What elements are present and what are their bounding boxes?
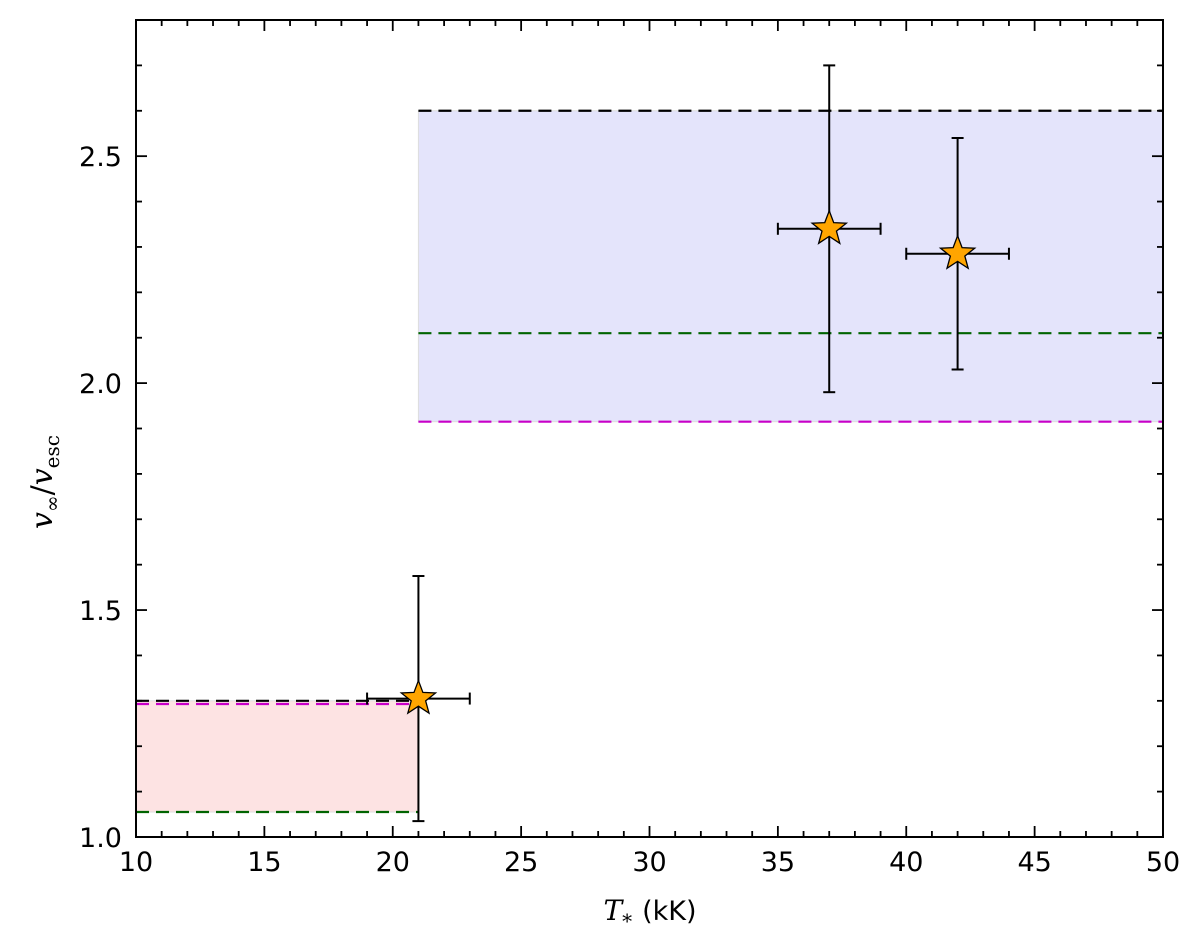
y-tick-label: 1.0: [79, 823, 122, 854]
x-tick-label: 25: [504, 847, 538, 878]
x-tick-label: 15: [247, 847, 281, 878]
shaded-region-1: [417, 110, 1164, 423]
data-points: [399, 208, 977, 715]
shaded-region-0: [135, 700, 419, 813]
x-axis-title: T* (kK): [603, 894, 696, 933]
y-axis-numerator: v: [25, 512, 60, 529]
y-axis-numerator-subscript: ∞: [40, 495, 64, 512]
dashed-lines: [136, 109, 1163, 814]
x-tick-label: 40: [889, 847, 923, 878]
data-point-star-0: [399, 678, 438, 715]
y-tick-label: 2.0: [79, 369, 122, 400]
plot-frame: [135, 19, 1164, 838]
y-tick-labels: 1.0 1.5 2.0 2.5: [79, 142, 122, 854]
x-tick-label: 50: [1146, 847, 1180, 878]
y-tick-label: 1.5: [79, 596, 122, 627]
x-tick-label: 10: [119, 847, 153, 878]
x-tick-label: 45: [1017, 847, 1051, 878]
data-point-star-2: [938, 233, 977, 270]
x-axis-subscript: *: [622, 909, 632, 933]
x-axis-unit: (kK): [642, 896, 696, 927]
x-axis-symbol: T: [603, 894, 624, 927]
y-axis-denominator-subscript: esc: [40, 435, 64, 468]
x-tick-label: 35: [761, 847, 795, 878]
y-axis-separator: /: [25, 484, 60, 495]
x-tick-label: 30: [632, 847, 666, 878]
data-point-star-1: [810, 208, 849, 245]
x-tick-label: 20: [376, 847, 410, 878]
x-tick-labels: 10 15 20 25 30 35 40 45 50: [119, 847, 1180, 878]
shaded-regions: [135, 110, 1164, 813]
y-axis-denominator: v: [25, 468, 60, 485]
y-axis-title: v∞/vesc: [25, 435, 64, 529]
y-tick-label: 2.5: [79, 142, 122, 173]
